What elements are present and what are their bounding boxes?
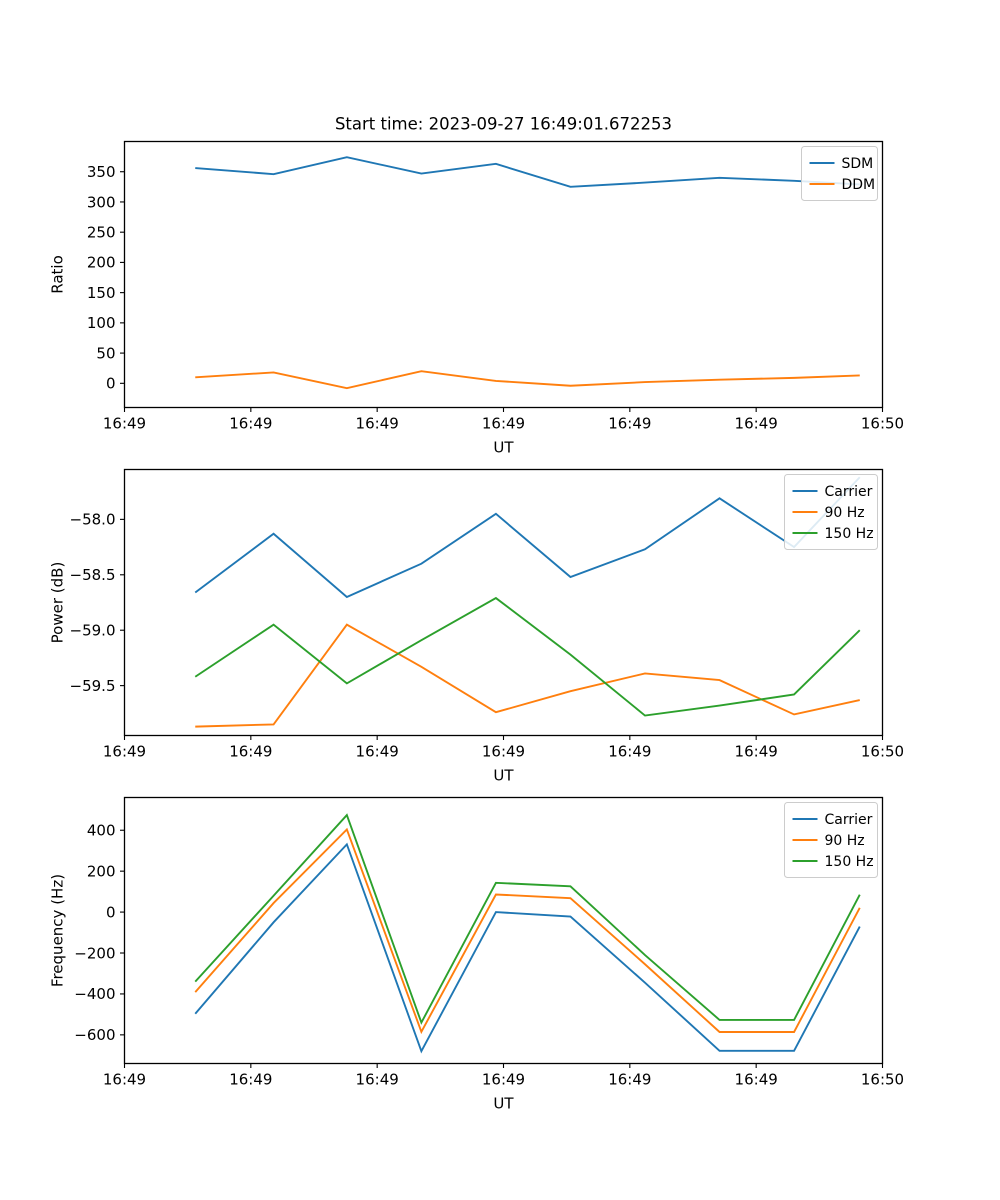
x-tick-label: 16:50 xyxy=(861,415,904,433)
x-tick-label: 16:49 xyxy=(103,1071,146,1089)
x-tick-label: 16:49 xyxy=(735,1071,778,1089)
y-tick-label: −200 xyxy=(74,944,115,962)
figure-title: Start time: 2023-09-27 16:49:01.672253 xyxy=(335,115,672,134)
legend-label-ddm: DDM xyxy=(842,177,876,193)
y-tick-label: 0 xyxy=(106,375,116,393)
y-tick-label: 300 xyxy=(87,193,116,211)
x-tick-label: 16:49 xyxy=(229,743,272,761)
y-tick-label: −59.5 xyxy=(70,677,116,695)
y-axis-label: Frequency (Hz) xyxy=(49,874,67,987)
x-tick-label: 16:49 xyxy=(608,1071,651,1089)
y-tick-label: 250 xyxy=(87,223,116,241)
y-tick-label: 200 xyxy=(87,254,116,272)
series-line-90-hz xyxy=(194,827,861,1035)
x-tick-label: 16:49 xyxy=(735,415,778,433)
y-tick-label: 100 xyxy=(87,314,116,332)
x-axis-label: UT xyxy=(493,1095,514,1113)
y-tick-label: 400 xyxy=(87,822,116,840)
panel-ratio: Start time: 2023-09-27 16:49:01.672253 16… xyxy=(49,115,905,457)
y-tick-label: 350 xyxy=(87,163,116,181)
x-tick-label: 16:49 xyxy=(356,1071,399,1089)
y-tick-label: −59.0 xyxy=(70,622,116,640)
x-tick-label: 16:49 xyxy=(103,415,146,433)
axes-frame xyxy=(123,468,884,737)
x-tick-label: 16:49 xyxy=(735,743,778,761)
x-tick-label: 16:49 xyxy=(482,415,525,433)
series-line-carrier xyxy=(194,476,861,599)
series-line-ddm xyxy=(195,370,860,390)
legend-label-150-hz: 150 Hz xyxy=(825,526,874,542)
series-line-sdm xyxy=(195,156,860,188)
y-tick-label: −58.0 xyxy=(70,511,116,529)
legend-label-sdm: SDM xyxy=(842,156,874,172)
y-tick-label: 50 xyxy=(96,344,115,362)
y-tick-label: −58.5 xyxy=(70,566,116,584)
series-line-carrier xyxy=(194,842,861,1054)
x-axis-label: UT xyxy=(493,439,514,457)
panel-power: 16:49 16:49 16:49 16:49 16:49 16:49 16:50 −58.0… xyxy=(49,468,904,785)
y-tick-label: −600 xyxy=(74,1026,115,1044)
series-line-150-hz xyxy=(194,813,861,1025)
legend-label-carrier: Carrier xyxy=(825,484,873,500)
x-tick-label: 16:49 xyxy=(482,743,525,761)
series-line-150-hz xyxy=(194,596,861,717)
legend-frame xyxy=(784,802,878,878)
axes-frame xyxy=(123,140,884,409)
x-tick-label: 16:50 xyxy=(861,1071,904,1089)
legend: SDM DDM xyxy=(801,146,878,201)
x-tick-label: 16:49 xyxy=(608,743,651,761)
x-tick-label: 16:49 xyxy=(482,1071,525,1089)
legend-frame xyxy=(784,474,878,550)
axes-frame xyxy=(123,796,884,1065)
x-axis-label: UT xyxy=(493,767,514,785)
y-axis-label: Ratio xyxy=(49,255,67,294)
legend: Carrier 90 Hz 150 Hz xyxy=(784,802,878,878)
y-tick-label: −400 xyxy=(74,985,115,1003)
legend: Carrier 90 Hz 150 Hz xyxy=(784,474,878,550)
y-tick-label: 200 xyxy=(87,862,116,880)
x-tick-label: 16:49 xyxy=(356,743,399,761)
legend-label-150-hz: 150 Hz xyxy=(825,854,874,870)
x-tick-label: 16:49 xyxy=(103,743,146,761)
x-tick-label: 16:49 xyxy=(356,415,399,433)
y-tick-label: 150 xyxy=(87,284,116,302)
x-tick-label: 16:49 xyxy=(608,415,651,433)
legend-label-carrier: Carrier xyxy=(825,812,873,828)
legend-label-90-hz: 90 Hz xyxy=(825,833,865,849)
y-tick-label: 0 xyxy=(106,903,116,921)
legend-label-90-hz: 90 Hz xyxy=(825,505,865,521)
y-axis-label: Power (dB) xyxy=(49,562,67,644)
x-tick-label: 16:50 xyxy=(861,743,904,761)
series-line-90-hz xyxy=(195,623,860,728)
x-tick-label: 16:49 xyxy=(229,1071,272,1089)
x-tick-label: 16:49 xyxy=(229,415,272,433)
legend-frame xyxy=(801,146,878,201)
panel-frequency: 16:49 16:49 16:49 16:49 16:49 16:49 16:50 400 20… xyxy=(49,796,904,1113)
